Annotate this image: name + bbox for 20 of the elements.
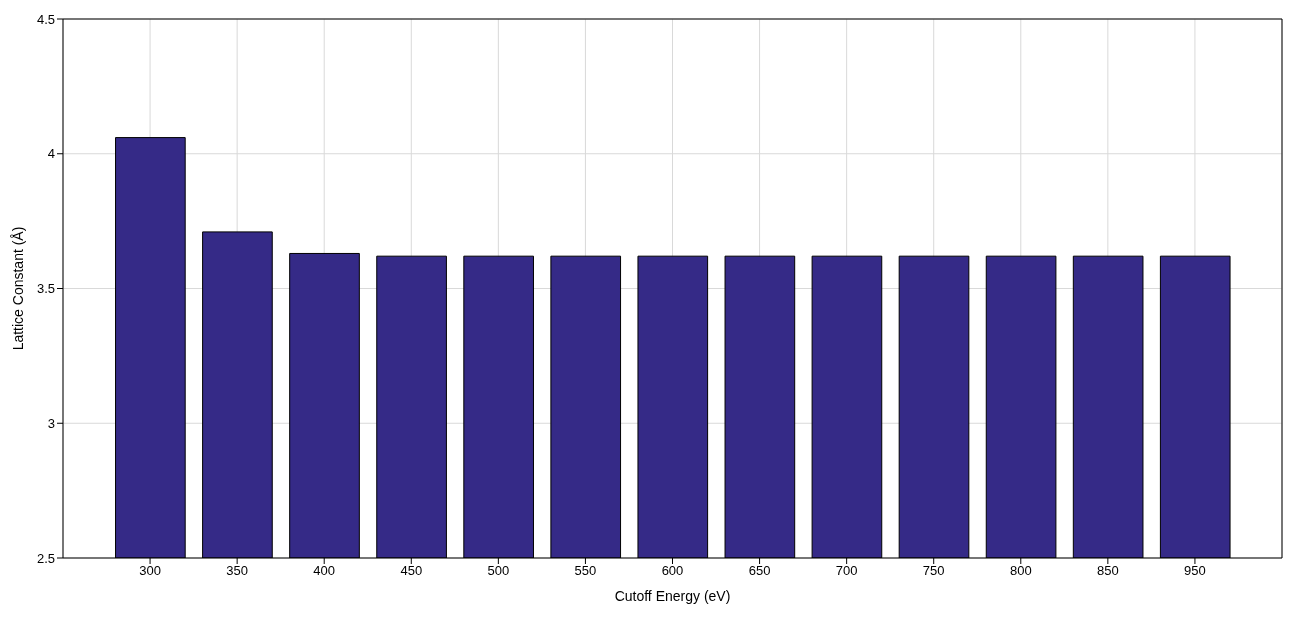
x-tick-label: 700 — [835, 563, 858, 579]
x-tick-label: 300 — [139, 563, 161, 579]
x-tick-label: 450 — [400, 563, 423, 579]
y-tick-label: 3 — [47, 415, 55, 431]
y-tick-label: 2.5 — [36, 550, 55, 566]
y-tick-label: 4 — [47, 146, 55, 162]
x-tick-label: 750 — [922, 563, 945, 579]
y-tick-label: 3.5 — [36, 281, 55, 297]
y-tick-label: 4.5 — [36, 11, 55, 27]
x-axis-title: Cutoff Energy (eV) — [614, 588, 731, 604]
x-tick-label: 600 — [661, 563, 684, 579]
x-tick-label: 400 — [313, 563, 336, 579]
x-tick-label: 550 — [574, 563, 597, 579]
x-tick-label: 500 — [487, 563, 510, 579]
x-tick-label: 950 — [1184, 563, 1206, 579]
y-axis-title: Lattice Constant (Å) — [9, 226, 26, 351]
x-tick-label: 850 — [1097, 563, 1119, 579]
x-tick-label: 800 — [1009, 563, 1032, 579]
x-tick-label: 650 — [748, 563, 771, 579]
x-tick-label: 350 — [226, 563, 248, 579]
